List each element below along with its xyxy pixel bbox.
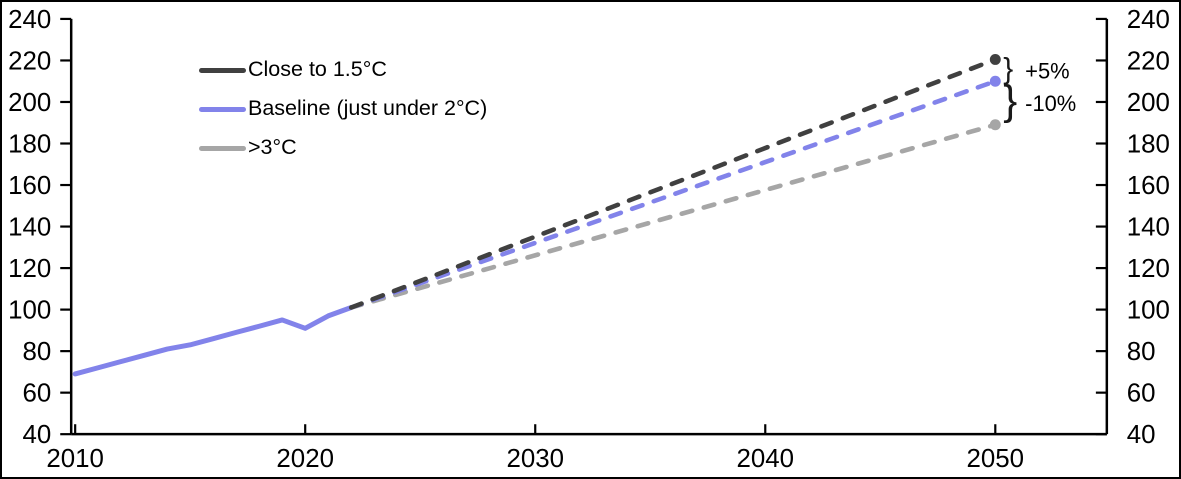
y-axis-tick-label-left: 80 [22, 338, 51, 366]
x-axis-tick-label: 2020 [276, 445, 334, 473]
y-axis-tick-label-right: 160 [1127, 172, 1170, 200]
series-end-dot-above-3c [989, 119, 1001, 131]
series-end-dot-close-to-1-5c [989, 53, 1001, 65]
y-axis-tick-label-right: 200 [1127, 89, 1170, 117]
y-axis-tick-label-right: 180 [1127, 130, 1170, 158]
y-axis-tick-label-left: 100 [8, 297, 51, 325]
y-axis-tick-label-right: 140 [1127, 214, 1170, 242]
y-axis-tick-label-left: 60 [22, 380, 51, 408]
y-axis-tick-label-right: 220 [1127, 47, 1170, 75]
legend-label: Baseline (just under 2°C) [248, 96, 488, 121]
y-axis-tick-label-right: 100 [1127, 297, 1170, 325]
y-axis-tick-label-left: 240 [8, 6, 51, 34]
legend-line-swatch-gray [199, 145, 246, 151]
y-axis-tick-label-right: 40 [1127, 421, 1156, 449]
legend-line-swatch-purple [199, 106, 246, 112]
x-axis-tick-label: 2010 [46, 445, 104, 473]
x-axis-tick-label: 2050 [967, 445, 1025, 473]
y-axis-tick-label-left: 180 [8, 130, 51, 158]
y-axis-tick-label-left: 200 [8, 89, 51, 117]
y-axis-tick-label-right: 80 [1127, 338, 1156, 366]
legend-label: Close to 1.5°C [248, 57, 387, 82]
y-axis-tick-label-left: 220 [8, 47, 51, 75]
brace-icon: } [1003, 76, 1017, 123]
annotation-label: -10% [1025, 91, 1076, 116]
y-axis-tick-label-left: 140 [8, 214, 51, 242]
legend-item-baseline: Baseline (just under 2°C) [199, 93, 487, 125]
series-line-above-3c [348, 122, 998, 310]
legend-label: >3°C [248, 135, 297, 160]
series-end-dot-baseline [989, 75, 1001, 87]
annotation-label: +5% [1025, 58, 1069, 83]
brace-icon: } [1003, 52, 1013, 85]
legend-item-close-to-1-5c: Close to 1.5°C [199, 54, 487, 86]
legend-item-above-3c: >3°C [199, 132, 487, 164]
x-axis-tick-label: 2040 [736, 445, 794, 473]
y-axis-tick-label-left: 40 [22, 421, 51, 449]
series-line-close-to-1-5c [348, 57, 998, 310]
y-axis-tick-label-right: 120 [1127, 255, 1170, 283]
y-axis-tick-label-left: 160 [8, 172, 51, 200]
series-line-historical [72, 305, 354, 377]
legend: Close to 1.5°C Baseline (just under 2°C)… [199, 54, 487, 171]
x-axis-tick-label: 2030 [506, 445, 564, 473]
y-axis-tick-label-left: 120 [8, 255, 51, 283]
legend-line-swatch-dark [199, 67, 246, 73]
y-axis-tick-label-right: 60 [1127, 380, 1156, 408]
series-line-baseline [348, 78, 998, 310]
y-axis-tick-label-right: 240 [1127, 6, 1170, 34]
